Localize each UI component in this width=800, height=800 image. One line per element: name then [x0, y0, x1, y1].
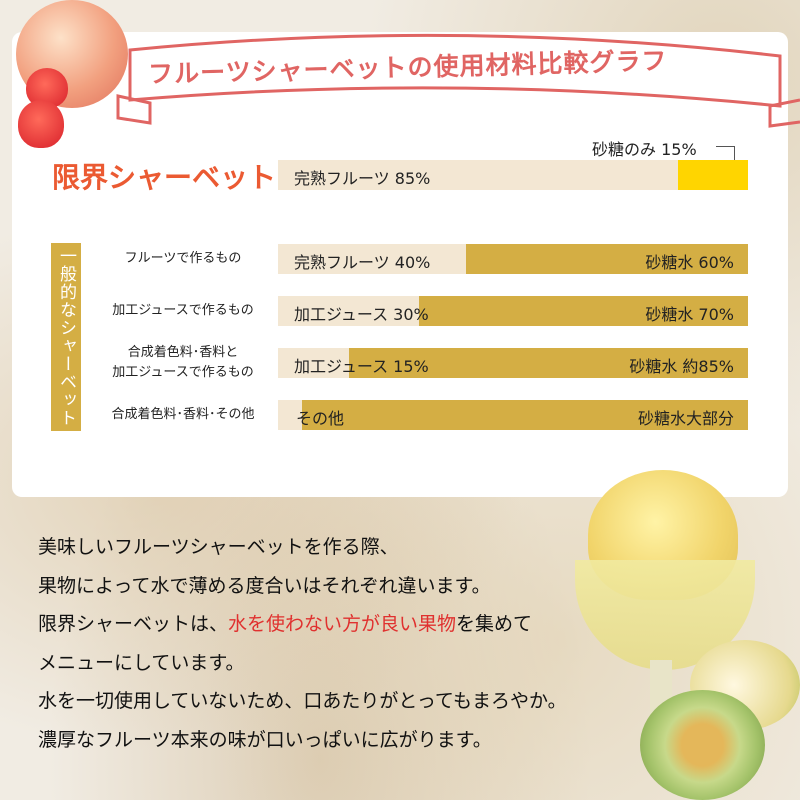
description-line: 水を一切使用していないため、口あたりがとってもまろやか。 — [38, 690, 567, 712]
bar-label-sugar: 砂糖水大部分 — [637, 409, 734, 428]
description-line: 果物によって水で薄める度合いはそれぞれ違います。 — [38, 574, 491, 597]
bar-label-fruit: 完熟フルーツ 85% — [294, 169, 431, 188]
bar-segment-fruit — [278, 160, 678, 190]
highlight-category-label: 限界シャーベット — [52, 161, 277, 194]
description-line: メニューにしています。 — [38, 651, 245, 674]
melon-image — [640, 690, 765, 800]
bar-segment-sugar — [677, 160, 748, 190]
bar-row: 完熟フルーツ 40% 砂糖水 60% — [278, 244, 748, 274]
text: 限界シャーベットは、 — [38, 613, 229, 635]
bar-label-sugar: 砂糖水 約85% — [629, 357, 734, 376]
category-label: 合成着色料･香料と 加工ジュースで作るもの — [112, 345, 254, 380]
bar-row: 完熟フルーツ 85% — [278, 160, 748, 190]
bar-label-fruit: 加工ジュース 15% — [294, 357, 429, 376]
bar-segment-fruit — [278, 348, 349, 378]
bar-label-fruit: 加工ジュース 30% — [294, 305, 429, 324]
highlight-text: 水を使わない方が良い果物 — [228, 613, 457, 635]
bar-row: 加工ジュース 15% 砂糖水 約85% — [278, 348, 748, 378]
text: を集めて — [456, 613, 533, 635]
strawberry-half-image — [18, 100, 64, 148]
description-line: 美味しいフルーツシャーベットを作る際、 — [38, 536, 399, 558]
ribbon-banner — [116, 33, 800, 128]
bar-label-sugar: 砂糖水 70% — [645, 305, 734, 324]
bar-row: その他 砂糖水大部分 — [278, 400, 748, 430]
bar-segment-sugar — [348, 348, 748, 378]
category-label: 合成着色料･香料･その他 — [111, 407, 255, 422]
note-leader-line — [716, 146, 735, 167]
description-line: 濃厚なフルーツ本来の味が口いっぱいに広がります。 — [38, 728, 492, 751]
bar-segment-sugar — [419, 296, 748, 326]
group-label: 一般的なシャーベット — [51, 243, 81, 431]
bar-segment-fruit — [278, 400, 302, 430]
bar-segment-fruit — [278, 296, 419, 326]
category-label: 加工ジュースで作るもの — [112, 303, 254, 318]
bar-segment-sugar — [301, 400, 748, 430]
description-text: 美味しいフルーツシャーベットを作る際、 果物によって水で薄める度合いはそれぞれ違… — [38, 528, 567, 759]
bar-label-fruit: その他 — [296, 409, 345, 428]
bar-row: 加工ジュース 30% 砂糖水 70% — [278, 296, 748, 326]
category-label: フルーツで作るもの — [124, 251, 242, 266]
bar-segment-fruit — [278, 244, 466, 274]
bar-label-fruit: 完熟フルーツ 40% — [294, 253, 431, 272]
bar-segment-sugar — [466, 244, 748, 274]
top-note-label: 砂糖のみ 15% — [592, 140, 697, 159]
bar-label-sugar: 砂糖水 60% — [645, 253, 734, 272]
description-line: 限界シャーベットは、水を使わない方が良い果物を集めて — [38, 605, 567, 644]
